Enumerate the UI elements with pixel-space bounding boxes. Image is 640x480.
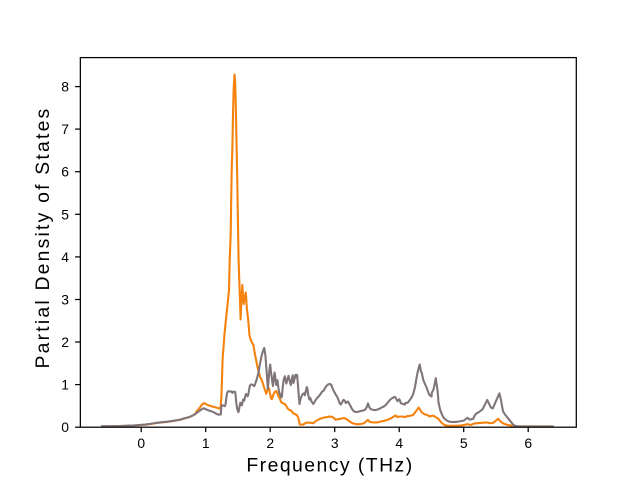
svg-text:0: 0 [61,419,69,435]
svg-text:2: 2 [61,334,69,350]
svg-text:1: 1 [202,435,210,451]
svg-text:3: 3 [331,435,339,451]
svg-text:6: 6 [61,164,69,180]
svg-text:2: 2 [266,435,274,451]
svg-text:5: 5 [460,435,468,451]
svg-text:6: 6 [524,435,532,451]
svg-text:5: 5 [61,206,69,222]
svg-text:7: 7 [61,121,69,137]
svg-text:Frequency (THz): Frequency (THz) [246,454,413,476]
svg-text:Partial Density of States: Partial Density of States [32,107,54,369]
svg-text:4: 4 [395,435,403,451]
svg-text:1: 1 [61,377,69,393]
svg-text:0: 0 [137,435,145,451]
svg-text:3: 3 [61,292,69,308]
svg-text:8: 8 [61,79,69,95]
svg-text:4: 4 [61,249,69,265]
